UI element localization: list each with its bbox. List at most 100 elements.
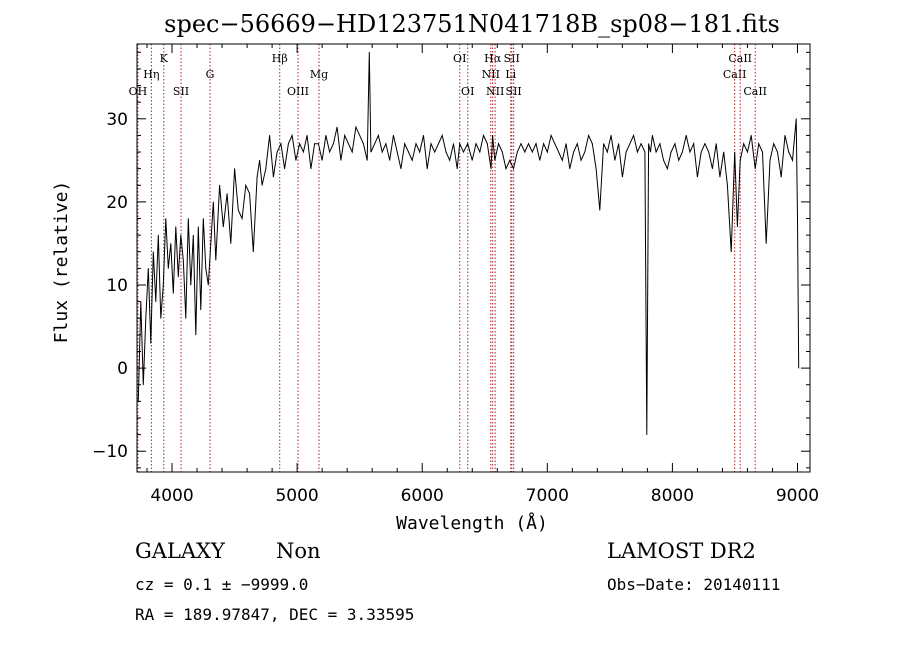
y-tick-label: 10 <box>106 276 128 296</box>
spectrum-point <box>197 226 199 228</box>
spectrum-point <box>226 193 228 195</box>
spectrum-point <box>147 268 149 269</box>
spectrum-point <box>640 143 642 145</box>
spectrum-point <box>359 135 361 136</box>
spectrum-point <box>219 184 221 186</box>
spectrum-point <box>595 168 597 170</box>
spectrum-point <box>603 143 604 145</box>
spectrum-point <box>165 218 167 219</box>
marker-label: OI <box>453 52 466 65</box>
spectrum-point <box>704 143 706 145</box>
chart-title: spec−56669−HD123751N041718B_sp08−181.fit… <box>164 10 780 38</box>
spectrum-point <box>758 143 760 145</box>
object-subclass: Non <box>276 539 321 563</box>
spectrum-point <box>558 151 559 153</box>
spectrum-point <box>207 284 209 286</box>
spectrum-point <box>723 151 725 153</box>
spectrum-point <box>712 168 713 170</box>
spectrum-point <box>727 184 728 186</box>
spectrum-point <box>588 135 589 136</box>
spectrum-point <box>561 159 563 161</box>
spectrum-point <box>784 135 786 136</box>
marker-label: K <box>160 52 169 65</box>
marker-label: CaII <box>743 85 767 98</box>
spectrum-point <box>501 151 503 153</box>
spectrum-point <box>737 226 738 228</box>
spectrum-point <box>222 226 224 228</box>
spectrum-point <box>249 193 251 195</box>
marker-label: Li <box>505 68 516 81</box>
spectrum-point <box>310 168 312 170</box>
spectrum-point <box>381 151 383 153</box>
spectrum-point <box>170 243 172 244</box>
spectrum-point <box>329 151 330 153</box>
spectrum-point <box>321 159 323 161</box>
spectrum-point <box>648 143 649 145</box>
spectrum-series <box>137 51 800 435</box>
spectrum-point <box>459 143 461 145</box>
line-markers: OHHηKSIIGHβOIIIMgOIOINIIHαNIILiSIISIICaI… <box>129 44 767 472</box>
x-tick-label: 9000 <box>776 486 819 506</box>
spectrum-point <box>697 176 698 178</box>
marker-label: SII <box>173 85 189 98</box>
spectrum-point <box>192 234 194 236</box>
spectrum-point <box>180 234 182 236</box>
spectrum-point <box>494 159 496 161</box>
spectrum-point <box>754 168 756 170</box>
spectrum-point <box>368 51 370 53</box>
spectrum-point <box>780 176 782 178</box>
spectrum-point <box>172 292 174 294</box>
survey-name: LAMOST DR2 <box>607 539 756 563</box>
spectrum-point <box>678 159 680 161</box>
spectrum-point <box>769 159 771 161</box>
y-tick-label: 20 <box>106 193 128 213</box>
spectrum-point <box>366 159 368 161</box>
spectrum-point <box>700 151 702 153</box>
spectrum-point <box>531 151 533 153</box>
spectrum-point <box>411 159 413 161</box>
spectrum-point <box>426 168 428 170</box>
spectrum-point <box>573 151 574 153</box>
spectrum-point <box>438 143 439 145</box>
spectrum-point <box>408 151 409 153</box>
spectrum-point <box>430 143 432 145</box>
x-tick-label: 7000 <box>526 486 569 506</box>
spectrum-point <box>333 143 334 145</box>
spectrum-point <box>336 126 338 128</box>
spectrum-point <box>441 135 443 136</box>
spectrum-point <box>295 159 297 161</box>
spectrum-point <box>325 135 327 136</box>
spectrum-point <box>340 159 342 161</box>
marker-label: CaII <box>728 52 752 65</box>
x-tick-label: 4000 <box>150 486 193 506</box>
spectrum-point <box>667 168 668 170</box>
spectrum-point <box>655 151 657 153</box>
spectrum-point <box>685 135 687 136</box>
x-axis-label: Wavelength (Å) <box>396 512 548 534</box>
spectrum-point <box>202 218 204 219</box>
marker-label: G <box>206 68 215 81</box>
spectrum-point <box>792 159 793 161</box>
spectrum-point <box>479 151 481 153</box>
spectrum-point <box>795 118 797 120</box>
spectrum-point <box>520 143 522 145</box>
spectrum-point <box>637 151 638 153</box>
spectrum-point <box>467 143 469 145</box>
spectrum-point <box>580 159 582 161</box>
spectrum-point <box>182 259 184 261</box>
spectrum-point <box>215 259 217 261</box>
spectrum-point <box>486 143 488 145</box>
spectrum-point <box>155 301 157 302</box>
x-tick-label: 6000 <box>401 486 444 506</box>
spectrum-point <box>576 143 578 145</box>
spectrum-point <box>633 135 634 136</box>
spectrum-point <box>306 135 308 136</box>
spectrum-point <box>142 384 144 386</box>
spectrum-point <box>259 159 260 161</box>
spectrum-point <box>739 159 741 161</box>
spectrum-point <box>516 151 518 153</box>
marker-label: SII <box>506 85 522 98</box>
marker-label: OI <box>461 85 474 98</box>
spectrum-point <box>445 151 447 153</box>
